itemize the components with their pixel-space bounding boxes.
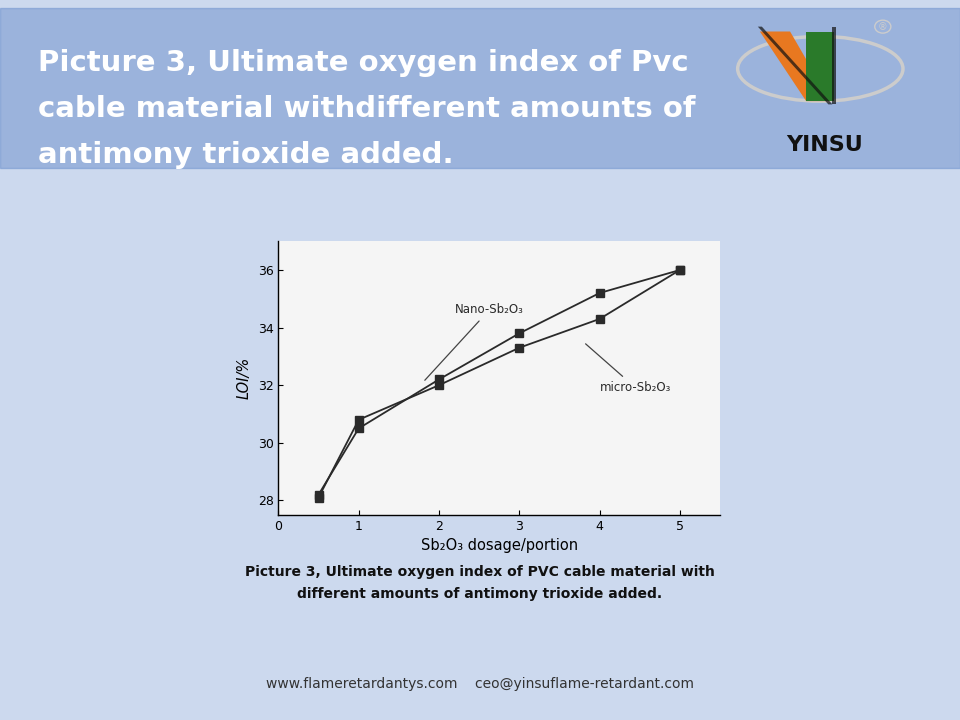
Text: www.flameretardantys.com    ceo@yinsuflame-retardant.com: www.flameretardantys.com ceo@yinsuflame-… [266,678,694,691]
Polygon shape [757,27,832,104]
Text: antimony trioxide added.: antimony trioxide added. [38,141,454,169]
Text: YINSU: YINSU [786,135,863,155]
Text: cable material withdifferent amounts of: cable material withdifferent amounts of [38,95,696,123]
Polygon shape [760,32,830,102]
Text: different amounts of antimony trioxide added.: different amounts of antimony trioxide a… [298,587,662,600]
X-axis label: Sb₂O₃ dosage/portion: Sb₂O₃ dosage/portion [420,539,578,553]
Text: micro-Sb₂O₃: micro-Sb₂O₃ [586,344,671,394]
Text: Picture 3, Ultimate oxygen index of PVC cable material with: Picture 3, Ultimate oxygen index of PVC … [245,565,715,579]
Text: Nano-Sb₂O₃: Nano-Sb₂O₃ [425,303,524,380]
Text: Picture 3, Ultimate oxygen index of Pvc: Picture 3, Ultimate oxygen index of Pvc [38,50,689,77]
Y-axis label: LOI/%: LOI/% [237,357,252,399]
Polygon shape [832,27,836,104]
Text: ®: ® [878,22,888,32]
Polygon shape [806,32,834,102]
